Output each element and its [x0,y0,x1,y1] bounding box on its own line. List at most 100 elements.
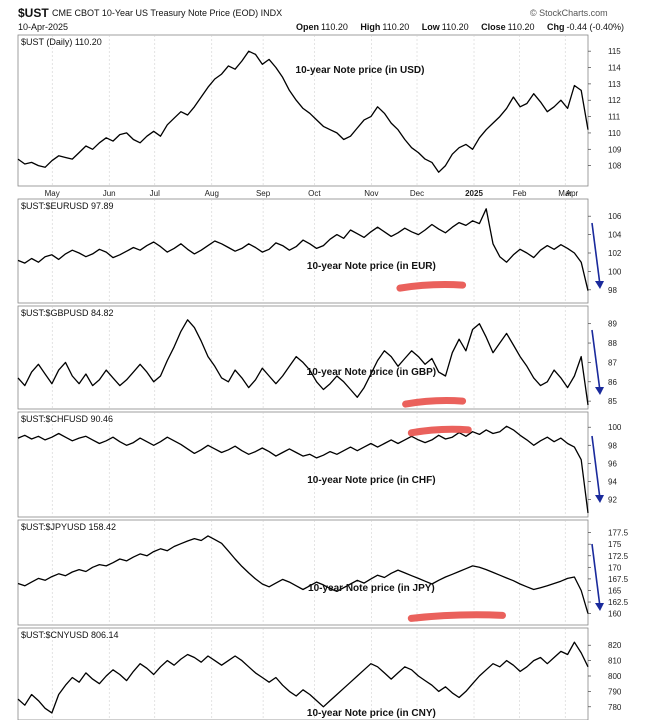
y-tick-label: 85 [608,397,617,406]
y-tick-label: 162.5 [608,598,629,607]
y-tick-label: 172.5 [608,552,629,561]
series-legend: $UST:$JPYUSD 158.42 [21,522,116,532]
x-tick-label: Jul [150,189,160,198]
exchange-text: INDX [260,8,283,18]
x-tick-label: May [45,189,60,198]
x-tick-label: Apr [566,189,579,198]
y-tick-label: 820 [608,641,622,650]
y-tick-label: 112 [608,96,621,105]
down-arrow [591,222,601,286]
panel-annotation: 10-year Note price (in JPY) [308,583,435,594]
ohlc-readout: Open 110.20 High 110.20 Low 110.20 Close 110… [296,22,634,32]
panel-frame [17,198,589,304]
panel-annotation: 10-year Note price (in GBP) [307,367,436,378]
arrow-head [595,495,604,503]
y-tick-label: 106 [608,212,622,221]
series-legend: $UST:$GBPUSD 84.82 [21,308,114,318]
arrow-head [595,603,604,611]
panel-frame [17,305,589,410]
panel-annotation: 10-year Note price (in EUR) [307,261,436,272]
y-tick-label: 114 [608,64,621,73]
y-tick-label: 92 [608,495,617,504]
y-tick-label: 86 [608,378,617,387]
low-value: 110.20 [441,22,469,32]
y-tick-label: 109 [608,145,622,154]
x-tick-label: Dec [410,189,424,198]
x-tick-label: Mar [558,189,572,198]
series-legend: $UST (Daily) 110.20 [21,37,102,47]
y-tick-label: 111 [608,113,621,122]
panel-frame [17,34,589,187]
highlight-mark [402,397,467,408]
panel-frame [17,627,589,720]
y-tick-label: 98 [608,286,617,295]
panel-annotation: 10-year Note price (in CNY) [307,708,436,719]
chart-date: 10-Apr-2025 [18,22,69,32]
y-tick-label: 175 [608,540,622,549]
ticker-symbol: $UST [18,6,49,20]
y-tick-label: 110 [608,129,621,138]
arrow-head [595,387,604,395]
y-tick-label: 115 [608,47,621,56]
y-tick-label: 108 [608,162,622,171]
panel-5: 160 162.5 165 167.5 170 172.5 175 177.5 $UST:$JP… [17,519,629,626]
x-tick-label: Nov [364,189,378,198]
y-tick-label: 113 [608,80,621,89]
open-value: 110.20 [321,22,348,32]
y-tick-label: 102 [608,249,622,258]
close-label: Close [481,22,506,32]
x-tick-label: 2025 [465,189,483,198]
panel-frame [17,411,589,518]
panel-frame [17,519,589,626]
brand-watermark: © StockCharts.com [530,8,608,18]
description-text: CME CBOT 10-Year US Treasury Note Price … [52,8,259,18]
panel-4: 92 94 96 98 100 $UST:$CHFUSD 90.46 10-year Not… [17,411,622,518]
panel-2: 98 100 102 104 106 $UST:$EURUSD 97.89 10-year … [17,198,622,304]
panel-annotation: 10-year Note price (in USD) [296,65,425,76]
down-arrow [591,435,601,500]
panel-annotation: 10-year Note price (in CHF) [307,475,435,486]
x-tick-label: Oct [308,189,321,198]
series-line [17,535,589,614]
x-tick-label: Feb [513,189,527,198]
arrow-head [595,281,604,289]
series-line [17,641,589,714]
y-tick-label: 160 [608,610,622,619]
y-tick-label: 177.5 [608,529,629,538]
close-value: 110.20 [507,22,535,32]
open-label: Open [296,22,320,32]
y-tick-label: 165 [608,586,622,595]
series-line [17,208,589,291]
y-tick-label: 780 [608,703,622,712]
chart-header: $UST CME CBOT 10-Year US Treasury Note P… [0,0,660,34]
y-tick-label: 810 [608,657,622,666]
highlight-mark [407,425,472,437]
y-tick-label: 87 [608,358,617,367]
series-legend: $UST:$CNYUSD 806.14 [21,630,119,640]
series-legend: $UST:$EURUSD 97.89 [21,201,114,211]
change-value: -0.44 (-0.40%) [566,22,625,32]
panel-1: 108 109 110 111 112 113 114 115 $UST (Daily) 110… [17,34,622,198]
y-tick-label: 89 [608,320,617,329]
series-line [17,425,589,514]
panel-6: 780 790 800 810 820 $UST:$CNYUSD 806.14 10-yea… [17,627,622,720]
y-tick-label: 96 [608,459,617,468]
y-tick-label: 100 [608,423,622,432]
y-tick-label: 104 [608,231,622,240]
y-tick-label: 94 [608,477,617,486]
panel-3: 85 86 87 88 89 $UST:$GBPUSD 84.82 10-year Note… [17,305,617,410]
instrument-description: CME CBOT 10-Year US Treasury Note Price … [52,8,282,18]
y-tick-label: 170 [608,563,622,572]
series-legend: $UST:$CHFUSD 90.46 [21,414,113,424]
series-line [17,50,589,173]
high-label: High [360,22,381,32]
x-tick-label: Sep [256,189,271,198]
y-tick-label: 790 [608,687,622,696]
low-label: Low [421,22,440,32]
down-arrow [591,329,601,392]
y-tick-label: 167.5 [608,575,629,584]
change-label: Chg [547,22,565,32]
series-line [17,319,589,406]
highlight-mark [407,611,506,622]
